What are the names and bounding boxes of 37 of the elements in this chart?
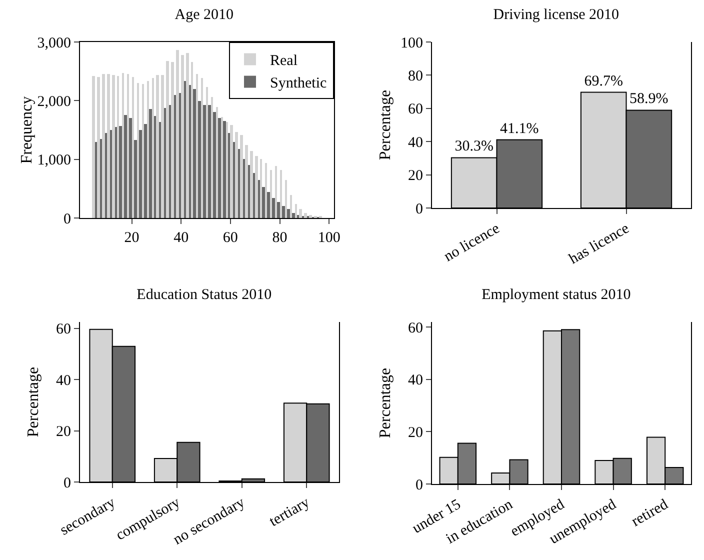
data-label: 30.3% bbox=[454, 138, 494, 155]
y-tick-label: 20 bbox=[408, 168, 423, 184]
x-tick-label: 40 bbox=[174, 230, 189, 246]
y-axis-title: Frequency bbox=[18, 96, 36, 164]
y-tick-label: 40 bbox=[56, 372, 71, 389]
y-axis-title: Percentage bbox=[377, 368, 394, 438]
y-tick-label: 60 bbox=[408, 320, 423, 336]
y-tick-label: 20 bbox=[56, 424, 71, 440]
y-tick-label: 40 bbox=[408, 134, 423, 151]
x-tick-label: 20 bbox=[124, 230, 140, 246]
y-tick-label: 0 bbox=[416, 477, 423, 494]
x-tick-label: 80 bbox=[272, 230, 288, 246]
y-tick-label: 60 bbox=[408, 102, 423, 118]
y-axis-title: Percentage bbox=[25, 366, 42, 438]
y-tick-label: 20 bbox=[408, 424, 423, 441]
legend-label: Real bbox=[270, 53, 298, 70]
y-tick-label: 2,000 bbox=[37, 94, 71, 110]
y-tick-label: 0 bbox=[64, 211, 71, 228]
x-tick-label: 60 bbox=[222, 230, 238, 246]
chart-title: Age 2010 bbox=[174, 6, 234, 23]
chart-title: Driving license 2010 bbox=[493, 6, 620, 23]
data-label: 41.1% bbox=[500, 120, 539, 137]
data-label: 69.7% bbox=[584, 73, 623, 90]
y-axis-title: Percentage bbox=[377, 90, 394, 160]
y-tick-label: 80 bbox=[408, 68, 423, 84]
y-tick-label: 100 bbox=[400, 35, 423, 52]
data-label: 58.9% bbox=[630, 91, 668, 108]
y-tick-label: 0 bbox=[416, 201, 423, 218]
y-tick-label: 0 bbox=[64, 475, 71, 492]
chart-title: Education Status 2010 bbox=[136, 286, 272, 303]
y-tick-label: 40 bbox=[408, 372, 423, 389]
y-tick-label: 1,000 bbox=[37, 152, 71, 169]
y-tick-label: 60 bbox=[56, 322, 71, 338]
legend-label: Synthetic bbox=[270, 76, 327, 92]
y-tick-label: 3,000 bbox=[37, 35, 71, 52]
x-tick-label: 100 bbox=[318, 230, 340, 246]
chart-title: Employment status 2010 bbox=[482, 286, 631, 303]
